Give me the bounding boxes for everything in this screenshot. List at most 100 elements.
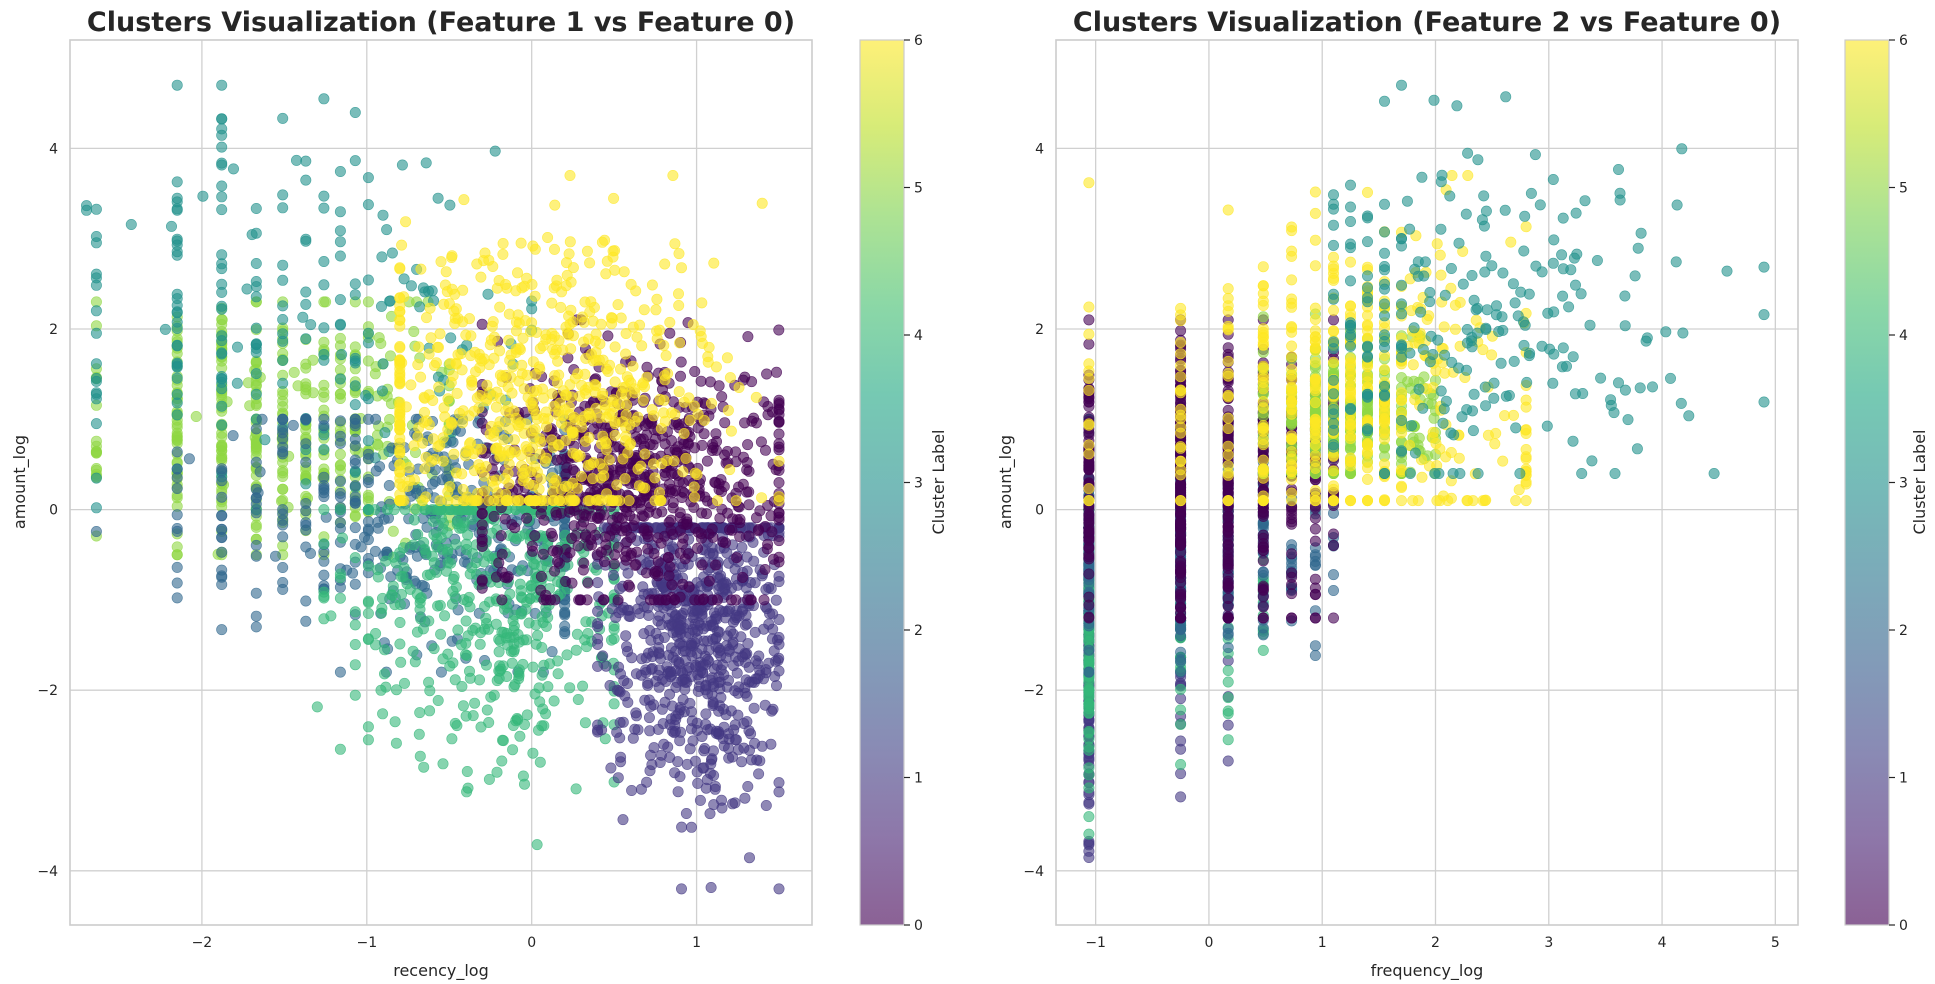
chart-1-point-cluster-1	[717, 606, 729, 618]
chart-1-point-cluster-2	[277, 514, 289, 526]
chart-1-point-cluster-2	[318, 471, 330, 483]
chart-2-point-cluster-4	[1222, 692, 1234, 704]
chart-1-point-cluster-0	[773, 535, 785, 547]
chart-2-point-cluster-4	[1175, 683, 1187, 695]
chart-1-point-cluster-4	[401, 578, 413, 590]
chart-2-point-cluster-4	[1083, 811, 1095, 823]
chart-1-point-cluster-0	[564, 547, 576, 559]
chart-1-point-cluster-0	[640, 567, 652, 579]
chart-1-point-cluster-6	[432, 441, 444, 453]
chart-1-point-cluster-1	[716, 802, 728, 814]
chart-1-point-cluster-6	[638, 304, 650, 316]
chart-1-point-cluster-3	[290, 154, 302, 166]
chart-1-point-cluster-3	[216, 419, 228, 431]
chart-1-point-cluster-6	[609, 264, 621, 276]
chart-1-point-cluster-6	[400, 216, 412, 228]
chart-1-point-cluster-6	[756, 492, 768, 504]
chart-1-point-cluster-1	[765, 738, 777, 750]
chart-1-point-cluster-6	[437, 455, 449, 467]
chart-1-point-cluster-0	[742, 331, 754, 343]
chart-1-point-cluster-4	[362, 504, 374, 516]
chart-1-point-cluster-1	[622, 696, 634, 708]
chart-1-point-cluster-6	[510, 285, 522, 297]
chart-1-point-cluster-1	[617, 814, 629, 826]
chart-1-point-cluster-3	[216, 141, 228, 153]
chart-1-point-cluster-4	[414, 750, 426, 762]
chart-1-point-cluster-6	[486, 320, 498, 332]
chart-1-point-cluster-0	[692, 526, 704, 538]
chart-1-point-cluster-4	[334, 743, 346, 755]
chart-1-point-cluster-6	[519, 464, 531, 476]
chart-1-point-cluster-6	[471, 392, 483, 404]
chart-1-point-cluster-3	[90, 388, 102, 400]
chart-1-point-cluster-0	[664, 327, 676, 339]
chart-1-point-cluster-4	[334, 504, 346, 516]
chart-1-point-cluster-0	[715, 474, 727, 486]
chart-1-point-cluster-3	[277, 354, 289, 366]
chart-1-point-cluster-6	[560, 257, 572, 269]
chart-1-point-cluster-4	[561, 649, 573, 661]
chart-1-point-cluster-2	[458, 556, 470, 568]
chart-1-point-cluster-6	[555, 301, 567, 313]
chart-1-point-cluster-3	[216, 129, 228, 141]
chart-1-point-cluster-3	[349, 107, 361, 119]
chart-1-point-cluster-1	[773, 652, 785, 664]
chart-1-point-cluster-6	[564, 236, 576, 248]
chart-1-point-cluster-3	[90, 375, 102, 387]
chart-1-point-cluster-2	[171, 577, 183, 589]
chart-1-point-cluster-6	[431, 341, 443, 353]
chart-1-point-cluster-1	[669, 767, 681, 779]
chart-1-point-cluster-3	[216, 204, 228, 216]
chart-1-colorbar-tick-label: 1	[914, 771, 923, 787]
chart-1-point-cluster-3	[216, 113, 228, 125]
chart-1-point-cluster-0	[493, 557, 505, 569]
chart-1-point-cluster-0	[535, 570, 547, 582]
chart-1-point-cluster-1	[749, 577, 761, 589]
chart-1-point-cluster-3	[362, 274, 374, 286]
chart-1-point-cluster-3	[277, 112, 289, 124]
chart-2-point-cluster-1	[1083, 798, 1095, 810]
chart-1-point-cluster-6	[660, 350, 672, 362]
chart-1-point-cluster-3	[250, 227, 262, 239]
chart-1-point-cluster-1	[680, 807, 692, 819]
chart-2-point-cluster-0	[1257, 555, 1269, 567]
chart-1-point-cluster-1	[685, 670, 697, 682]
chart-1-point-cluster-1	[632, 603, 644, 615]
chart-1-point-cluster-0	[752, 525, 764, 537]
chart-1-point-cluster-6	[623, 495, 635, 507]
chart-1-point-cluster-0	[719, 417, 731, 429]
chart-2-point-cluster-0	[1309, 512, 1321, 524]
chart-1-point-cluster-6	[597, 388, 609, 400]
chart-1-point-cluster-0	[476, 535, 488, 547]
chart-1-point-cluster-6	[658, 394, 670, 406]
chart-1-point-cluster-2	[171, 482, 183, 494]
chart-1-point-cluster-2	[416, 579, 428, 591]
chart-1-point-cluster-6	[497, 248, 509, 260]
chart-1-point-cluster-1	[705, 881, 717, 893]
chart-1-point-cluster-6	[503, 478, 515, 490]
chart-1-point-cluster-2	[446, 635, 458, 647]
chart-1-point-cluster-6	[705, 397, 717, 409]
chart-1-point-cluster-0	[553, 557, 565, 569]
chart-1-point-cluster-4	[395, 656, 407, 668]
chart-1-point-cluster-3	[349, 278, 361, 290]
chart-1-point-cluster-6	[484, 428, 496, 440]
chart-1-point-cluster-0	[568, 520, 580, 532]
chart-1-point-cluster-2	[171, 446, 183, 458]
chart-1-point-cluster-0	[750, 512, 762, 524]
chart-2-point-cluster-0	[1083, 612, 1095, 624]
chart-1-point-cluster-6	[471, 258, 483, 270]
chart-1-point-cluster-4	[334, 568, 346, 580]
chart-1-point-cluster-2	[362, 453, 374, 465]
chart-1-point-cluster-3	[90, 272, 102, 284]
chart-1-point-cluster-6	[583, 431, 595, 443]
chart-1-point-cluster-5	[171, 432, 183, 444]
chart-1-point-cluster-2	[254, 466, 266, 478]
chart-1-point-cluster-0	[689, 365, 701, 377]
chart-1-point-cluster-1	[773, 786, 785, 798]
chart-1-point-cluster-4	[570, 644, 582, 656]
chart-2-point-cluster-1	[1222, 719, 1234, 731]
chart-2-point-cluster-0	[1328, 528, 1340, 540]
chart-1-point-cluster-6	[394, 354, 406, 366]
chart-1-point-cluster-0	[638, 523, 650, 535]
